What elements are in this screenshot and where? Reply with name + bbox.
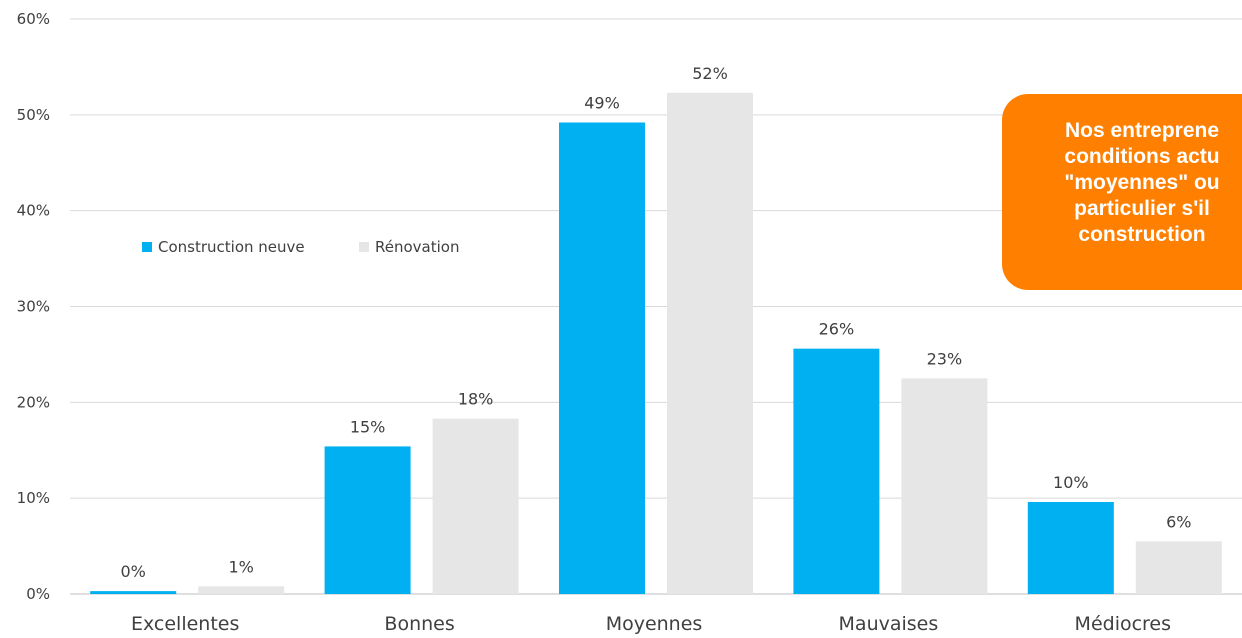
data-label: 10% [1053,473,1089,492]
bar-renovation [1135,541,1222,594]
bar-construction-neuve [90,591,177,594]
gridlines [70,18,1242,595]
data-label: 26% [819,320,855,339]
y-tick-label: 0% [26,585,50,603]
y-axis-ticks: 0% 10% 20% 30% 40% 50% 60% [17,10,50,603]
data-label: 6% [1166,512,1191,531]
data-label: 52% [692,64,728,83]
x-category-label: Moyennes [606,613,703,635]
y-tick-label: 10% [17,489,50,507]
bar-construction-neuve [793,348,880,594]
x-category-label: Bonnes [384,613,454,635]
x-category-label: Médiocres [1075,613,1171,635]
y-tick-label: 30% [17,298,50,316]
bar-renovation [432,418,519,594]
callout-line: "moyennes" ou [1064,171,1220,194]
bar-construction-neuve [1027,502,1114,594]
callout-line: construction [1078,223,1206,246]
legend-label-construction-neuve: Construction neuve [158,238,305,256]
legend: Construction neuve Rénovation [142,238,459,256]
data-label: 49% [584,94,620,113]
y-tick-label: 50% [17,106,50,124]
x-category-label: Excellentes [131,613,239,635]
bar-construction-neuve [559,122,645,594]
bar-renovation [901,378,988,594]
x-axis-categories: Excellentes Bonnes Moyennes Mauvaises Médioc… [131,613,1171,635]
callout-line: particulier s'il [1074,197,1210,220]
legend-label-renovation: Rénovation [375,238,459,256]
bar-renovation [667,92,753,595]
callout-box: Nos entreprene conditions actu "moyennes… [1002,94,1242,290]
bar-renovation [198,586,285,594]
data-label: 18% [458,390,494,409]
bar-construction-neuve [324,446,411,594]
y-tick-label: 60% [17,10,50,28]
legend-swatch-renovation [359,242,369,252]
y-tick-label: 20% [17,393,50,411]
callout-line: conditions actu [1064,145,1220,168]
x-category-label: Mauvaises [839,613,939,635]
data-labels: 0% 1% 15% 18% 49% 52% 26% 23% 10% 6% [121,64,1192,581]
bars [90,92,1222,595]
data-label: 23% [927,349,963,368]
y-tick-label: 40% [17,202,50,220]
legend-swatch-construction-neuve [142,242,152,252]
callout-line: Nos entreprene [1064,119,1220,142]
data-label: 15% [350,417,386,436]
data-label: 1% [229,557,254,576]
data-label: 0% [121,562,146,581]
